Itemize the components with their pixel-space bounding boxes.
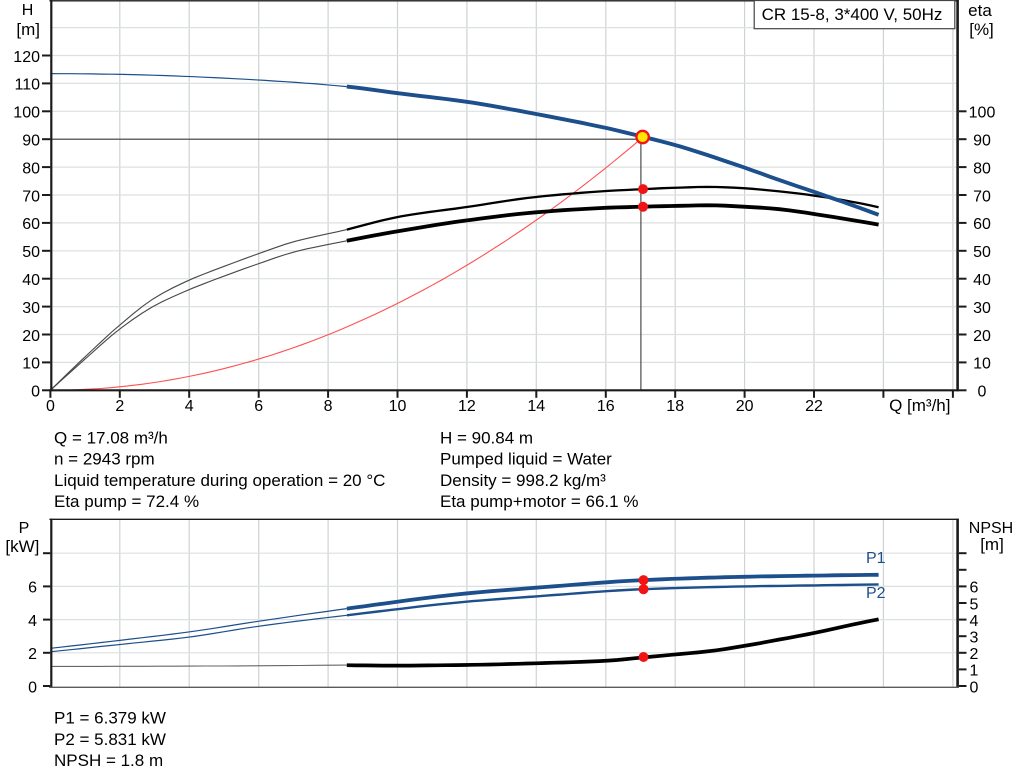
svg-text:n = 2943 rpm: n = 2943 rpm xyxy=(54,450,155,469)
svg-text:[kW]: [kW] xyxy=(5,537,39,556)
svg-text:NPSH: NPSH xyxy=(969,520,1013,537)
svg-text:10: 10 xyxy=(22,356,40,373)
svg-text:80: 80 xyxy=(22,160,40,177)
svg-text:4: 4 xyxy=(970,613,979,630)
svg-text:10: 10 xyxy=(973,356,991,373)
svg-text:NPSH = 1.8 m: NPSH = 1.8 m xyxy=(54,751,163,770)
svg-text:P: P xyxy=(19,520,30,537)
svg-text:P1 = 6.379 kW: P1 = 6.379 kW xyxy=(54,709,166,728)
svg-text:60: 60 xyxy=(973,216,991,233)
svg-text:2: 2 xyxy=(115,398,124,415)
svg-text:4: 4 xyxy=(185,398,194,415)
svg-text:[m]: [m] xyxy=(980,535,1004,554)
svg-text:0: 0 xyxy=(28,679,37,696)
svg-text:70: 70 xyxy=(973,188,991,205)
svg-text:50: 50 xyxy=(973,244,991,261)
svg-text:P2: P2 xyxy=(866,585,886,602)
svg-text:30: 30 xyxy=(973,300,991,317)
svg-text:22: 22 xyxy=(805,398,823,415)
svg-text:2: 2 xyxy=(28,646,37,663)
svg-text:Q [m³/h]: Q [m³/h] xyxy=(889,396,950,415)
svg-text:12: 12 xyxy=(458,398,476,415)
svg-text:Q = 17.08 m³/h: Q = 17.08 m³/h xyxy=(54,428,168,447)
svg-text:[%]: [%] xyxy=(969,20,994,39)
svg-text:0: 0 xyxy=(31,384,40,401)
svg-text:Eta pump+motor = 66.1 %: Eta pump+motor = 66.1 % xyxy=(440,492,638,511)
svg-text:100: 100 xyxy=(13,105,40,122)
svg-text:50: 50 xyxy=(22,244,40,261)
svg-text:0: 0 xyxy=(978,384,987,401)
svg-text:40: 40 xyxy=(22,272,40,289)
svg-text:40: 40 xyxy=(973,272,991,289)
svg-text:5: 5 xyxy=(970,596,979,613)
svg-text:80: 80 xyxy=(973,160,991,177)
svg-text:P1: P1 xyxy=(866,550,886,567)
svg-text:14: 14 xyxy=(527,398,545,415)
svg-text:P2 = 5.831 kW: P2 = 5.831 kW xyxy=(54,730,166,749)
svg-text:0: 0 xyxy=(970,679,979,696)
svg-text:Liquid temperature during oper: Liquid temperature during operation = 20… xyxy=(54,471,385,490)
svg-text:30: 30 xyxy=(22,300,40,317)
svg-text:16: 16 xyxy=(597,398,615,415)
svg-text:6: 6 xyxy=(970,580,979,597)
svg-text:60: 60 xyxy=(22,216,40,233)
svg-text:10: 10 xyxy=(389,398,407,415)
svg-text:18: 18 xyxy=(666,398,684,415)
svg-text:H = 90.84 m: H = 90.84 m xyxy=(440,428,533,447)
svg-text:[m]: [m] xyxy=(16,20,40,39)
svg-text:20: 20 xyxy=(973,328,991,345)
svg-text:110: 110 xyxy=(14,77,40,94)
svg-text:Pumped liquid = Water: Pumped liquid = Water xyxy=(440,450,612,469)
svg-text:eta: eta xyxy=(968,1,992,20)
svg-text:20: 20 xyxy=(22,328,40,345)
svg-text:0: 0 xyxy=(46,398,55,415)
svg-text:6: 6 xyxy=(28,580,37,597)
svg-text:120: 120 xyxy=(13,49,40,66)
svg-text:4: 4 xyxy=(28,613,37,630)
svg-text:CR 15-8, 3*400 V, 50Hz: CR 15-8, 3*400 V, 50Hz xyxy=(762,5,943,24)
svg-text:90: 90 xyxy=(973,133,991,150)
svg-text:1: 1 xyxy=(970,663,979,680)
svg-text:2: 2 xyxy=(970,646,979,663)
svg-text:6: 6 xyxy=(254,398,263,415)
svg-text:3: 3 xyxy=(970,630,979,647)
svg-text:H: H xyxy=(22,2,34,19)
svg-text:20: 20 xyxy=(736,398,754,415)
svg-text:90: 90 xyxy=(22,133,40,150)
svg-text:Eta pump = 72.4 %: Eta pump = 72.4 % xyxy=(54,492,199,511)
svg-text:100: 100 xyxy=(969,105,996,122)
svg-text:8: 8 xyxy=(324,398,333,415)
svg-text:Density = 998.2 kg/m³: Density = 998.2 kg/m³ xyxy=(440,471,606,490)
svg-text:70: 70 xyxy=(22,188,40,205)
